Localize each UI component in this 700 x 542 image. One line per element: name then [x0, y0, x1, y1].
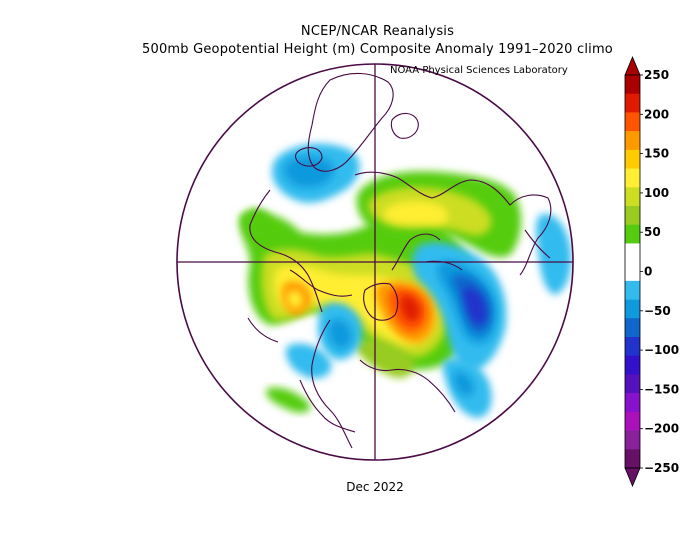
colorbar-segment [625, 337, 640, 357]
colorbar-segment [625, 224, 640, 244]
colorbar-segment [625, 168, 640, 188]
negative-anomaly-siberia [412, 213, 572, 418]
colorbar: 250 200 150 100 50 0 −50 −100 −150 −200 −250 [624, 55, 679, 488]
colorbar-segment [625, 411, 640, 431]
colorbar-segment [625, 112, 640, 132]
colorbar-tick-label: 200 [644, 107, 669, 121]
colorbar-tick-label: −150 [644, 382, 679, 396]
colorbar-segment [625, 75, 640, 95]
coastlines [247, 72, 552, 449]
colorbar-tick-label: 150 [644, 147, 669, 161]
colorbar-tick-label: 50 [644, 225, 661, 239]
colorbar-segment [625, 355, 640, 375]
colorbar-tick-label: 100 [644, 186, 669, 200]
negative-anomaly-atlantic [272, 143, 360, 203]
anomaly-field [239, 72, 572, 449]
colorbar-segment [625, 393, 640, 413]
colorbar-arrow-top [624, 55, 641, 76]
date-label: Dec 2022 [346, 480, 404, 494]
colorbar-segment [625, 299, 640, 319]
credit-label: NOAA Physical Sciences Laboratory [390, 65, 568, 76]
colorbar-segment [625, 93, 640, 113]
colorbar-segment [625, 243, 640, 263]
colorbar-segment [625, 206, 640, 226]
negative-anomaly-pacific [286, 302, 363, 379]
map-subtitle: 500mb Geopotential Height (m) Composite … [142, 42, 613, 57]
colorbar-tick-label: −250 [644, 461, 679, 475]
colorbar-tick-label: −200 [644, 422, 679, 436]
map-title: NCEP/NCAR Reanalysis [300, 24, 455, 39]
positive-anomaly-eurasia [243, 171, 522, 413]
colorbar-segment [625, 374, 640, 394]
colorbar-tick-label: 250 [644, 68, 669, 82]
colorbar-tick-label: −50 [644, 304, 671, 318]
colorbar-segment [625, 187, 640, 207]
colorbar-segment [625, 280, 640, 300]
colorbar-tick-label: −100 [644, 343, 679, 357]
map-boundary [176, 63, 574, 461]
colorbar-arrow-bottom [624, 467, 641, 488]
colorbar-segment [625, 318, 640, 338]
colorbar-segment [625, 449, 640, 469]
colorbar-segment [625, 430, 640, 450]
colorbar-segment [625, 149, 640, 169]
colorbar-segment [625, 131, 640, 151]
colorbar-tick-label: 0 [644, 265, 652, 279]
colorbar-segment [625, 262, 640, 282]
